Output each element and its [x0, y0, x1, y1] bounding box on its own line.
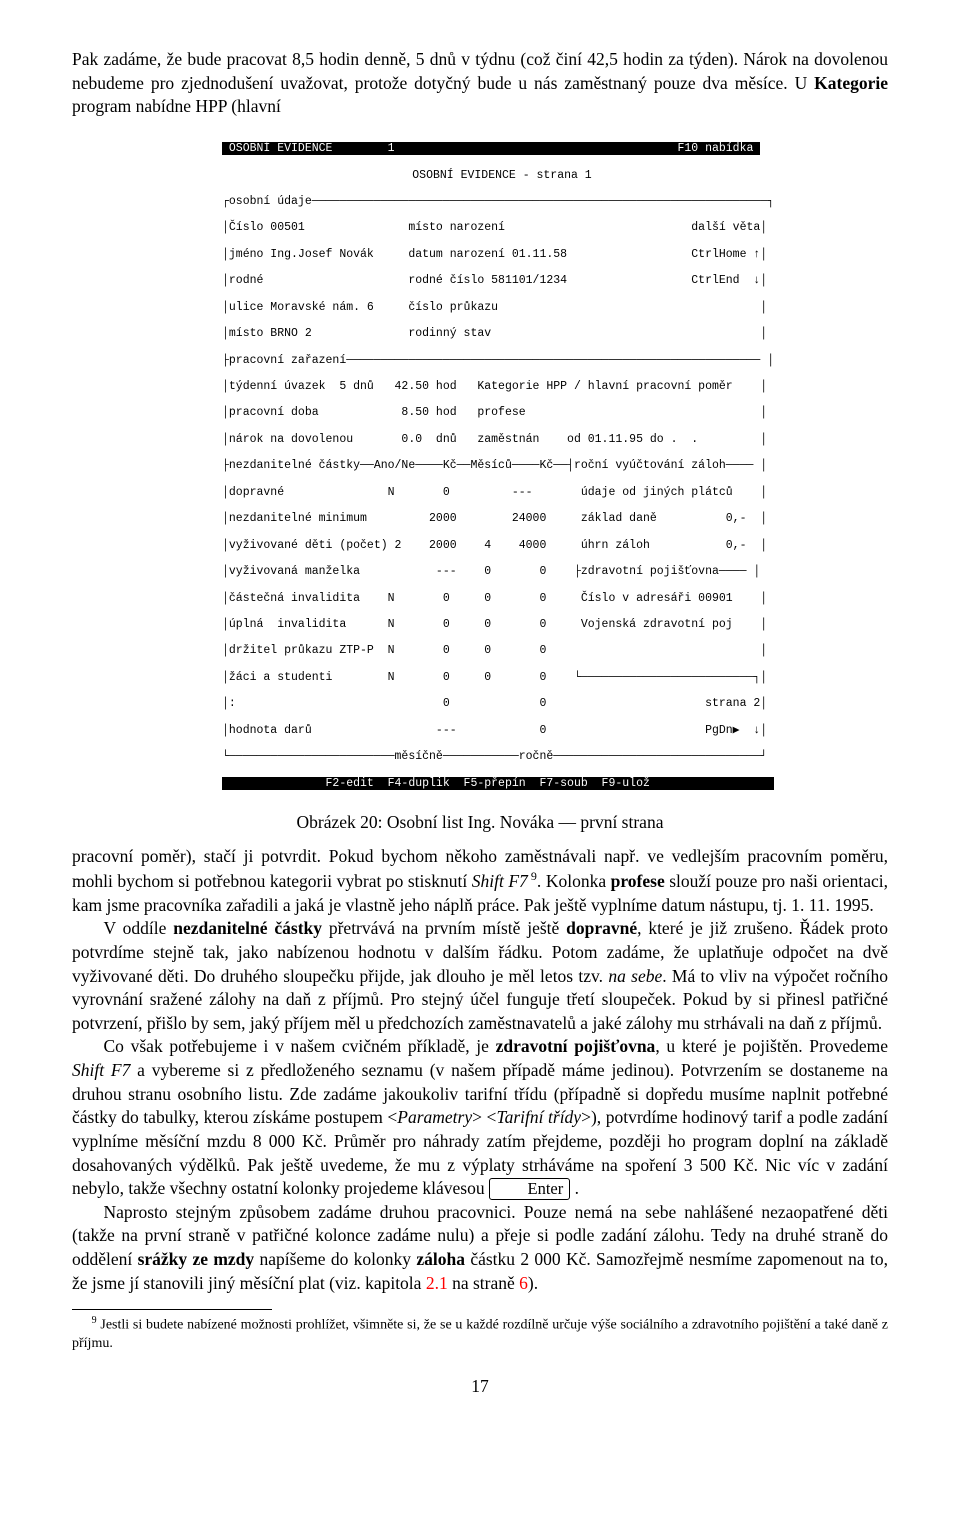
text-bold: zdravotní pojišťovna	[496, 1036, 656, 1056]
terminal-row: │vyživovaná manželka --- 0 0 ├zdravotní …	[222, 565, 888, 578]
page-number: 17	[72, 1375, 888, 1399]
text: program nabídne HPP (hlavní	[72, 96, 281, 116]
terminal-row: │pracovní doba 8.50 hod profese │	[222, 406, 888, 419]
terminal-row: │částečná invalidita N 0 0 0 Číslo v adr…	[222, 592, 888, 605]
text: ).	[528, 1273, 538, 1293]
paragraph-body: Naprosto stejným způsobem zadáme druhou …	[72, 1201, 888, 1296]
terminal-row: │úplná invalidita N 0 0 0 Vojenská zdrav…	[222, 618, 888, 631]
text-bold: srážky ze mzdy	[138, 1249, 255, 1269]
terminal-fkeys-bar: F2-edit F4-duplik F5-přepín F7-soub F9-u…	[222, 777, 774, 790]
footnote-text: Jestli si budete nabízené možnosti prohl…	[72, 1318, 888, 1351]
chapter-ref-link[interactable]: 2.1	[426, 1273, 448, 1293]
terminal-row: │týdenní úvazek 5 dnů 42.50 hod Kategori…	[222, 380, 888, 393]
text-bold: nezdanitelné částky	[173, 918, 322, 938]
terminal-screenshot: OSOBNÍ EVIDENCE 1 F10 nabídka OSOBNÍ EVI…	[72, 129, 888, 803]
text-bold: Kategorie	[814, 73, 888, 93]
text: na straně	[448, 1273, 519, 1293]
paragraph-body: pracovní poměr), stačí ji potvrdit. Poku…	[72, 845, 888, 918]
terminal-row: │jméno Ing.Josef Novák datum narození 01…	[222, 248, 888, 261]
terminal-row: └────────────────────────měsíčně────────…	[222, 750, 888, 763]
terminal-row: │: 0 0 strana 2│	[222, 697, 888, 710]
paragraph-body: V oddíle nezdanitelné částky přetrvává n…	[72, 917, 888, 1035]
text-italic: Shift F7	[72, 1060, 130, 1080]
footnote-separator	[72, 1309, 272, 1310]
text: V oddíle	[104, 918, 174, 938]
text-italic: Shift F7	[472, 871, 528, 891]
text: napíšeme do kolonky	[254, 1249, 416, 1269]
terminal-row: │vyživované děti (počet) 2 2000 4 4000 ú…	[222, 539, 888, 552]
text: . Kolonka	[537, 871, 611, 891]
text-italic: na sebe	[608, 966, 662, 986]
text-bold: dopravné	[566, 918, 637, 938]
terminal-subtitle: OSOBNÍ EVIDENCE - strana 1	[222, 169, 782, 182]
terminal-row: │dopravné N 0 --- údaje od jiných plátců…	[222, 486, 888, 499]
terminal-row: │žáci a studenti N 0 0 0 └──────────────…	[222, 671, 888, 684]
text-italic: Tarifní třídy	[496, 1107, 581, 1127]
terminal-row: │nezdanitelné minimum 2000 24000 základ …	[222, 512, 888, 525]
text: Co však potřebujeme i v našem cvičném př…	[104, 1036, 496, 1056]
terminal-row: │rodné rodné číslo 581101/1234 CtrlEnd ↓…	[222, 274, 888, 287]
text: .	[570, 1178, 579, 1198]
terminal-row: │hodnota darů --- 0 PgDn▶ ↓│	[222, 724, 888, 737]
terminal-row: │místo BRNO 2 rodinný stav │	[222, 327, 888, 340]
figure-caption: Obrázek 20: Osobní list Ing. Nováka — pr…	[72, 811, 888, 835]
keyboard-key: Enter	[489, 1178, 570, 1200]
terminal-row: │ulice Moravské nám. 6 číslo průkazu │	[222, 301, 888, 314]
terminal-row: │držitel průkazu ZTP-P N 0 0 0 │	[222, 644, 888, 657]
text: přetrvává na prvním místě ještě	[322, 918, 566, 938]
text-bold: profese	[611, 871, 665, 891]
paragraph-intro: Pak zadáme, že bude pracovat 8,5 hodin d…	[72, 48, 888, 119]
terminal-row: ├nezdanitelné částky──Ano/Ne────Kč──Měsí…	[222, 459, 888, 472]
terminal-row: │Číslo 00501 místo narození další věta│	[222, 221, 888, 234]
text: , u které je pojištěn. Provedeme	[655, 1036, 888, 1056]
terminal-row: ├pracovní zařazení──────────────────────…	[222, 354, 888, 367]
text-italic: Parametry	[397, 1107, 472, 1127]
terminal-row: │nárok na dovolenou 0.0 dnů zaměstnán od…	[222, 433, 888, 446]
text: > <	[472, 1107, 496, 1127]
text: Pak zadáme, že bude pracovat 8,5 hodin d…	[72, 49, 888, 93]
terminal-row: ┌osobní údaje───────────────────────────…	[222, 195, 888, 208]
footnote-ref: 9	[528, 869, 537, 883]
terminal-title-bar: OSOBNÍ EVIDENCE 1 F10 nabídka	[222, 142, 760, 155]
page-ref-link[interactable]: 6	[519, 1273, 528, 1293]
paragraph-body: Co však potřebujeme i v našem cvičném př…	[72, 1035, 888, 1200]
text-bold: záloha	[416, 1249, 465, 1269]
footnote: 9 Jestli si budete nabízené možnosti pro…	[72, 1314, 888, 1353]
